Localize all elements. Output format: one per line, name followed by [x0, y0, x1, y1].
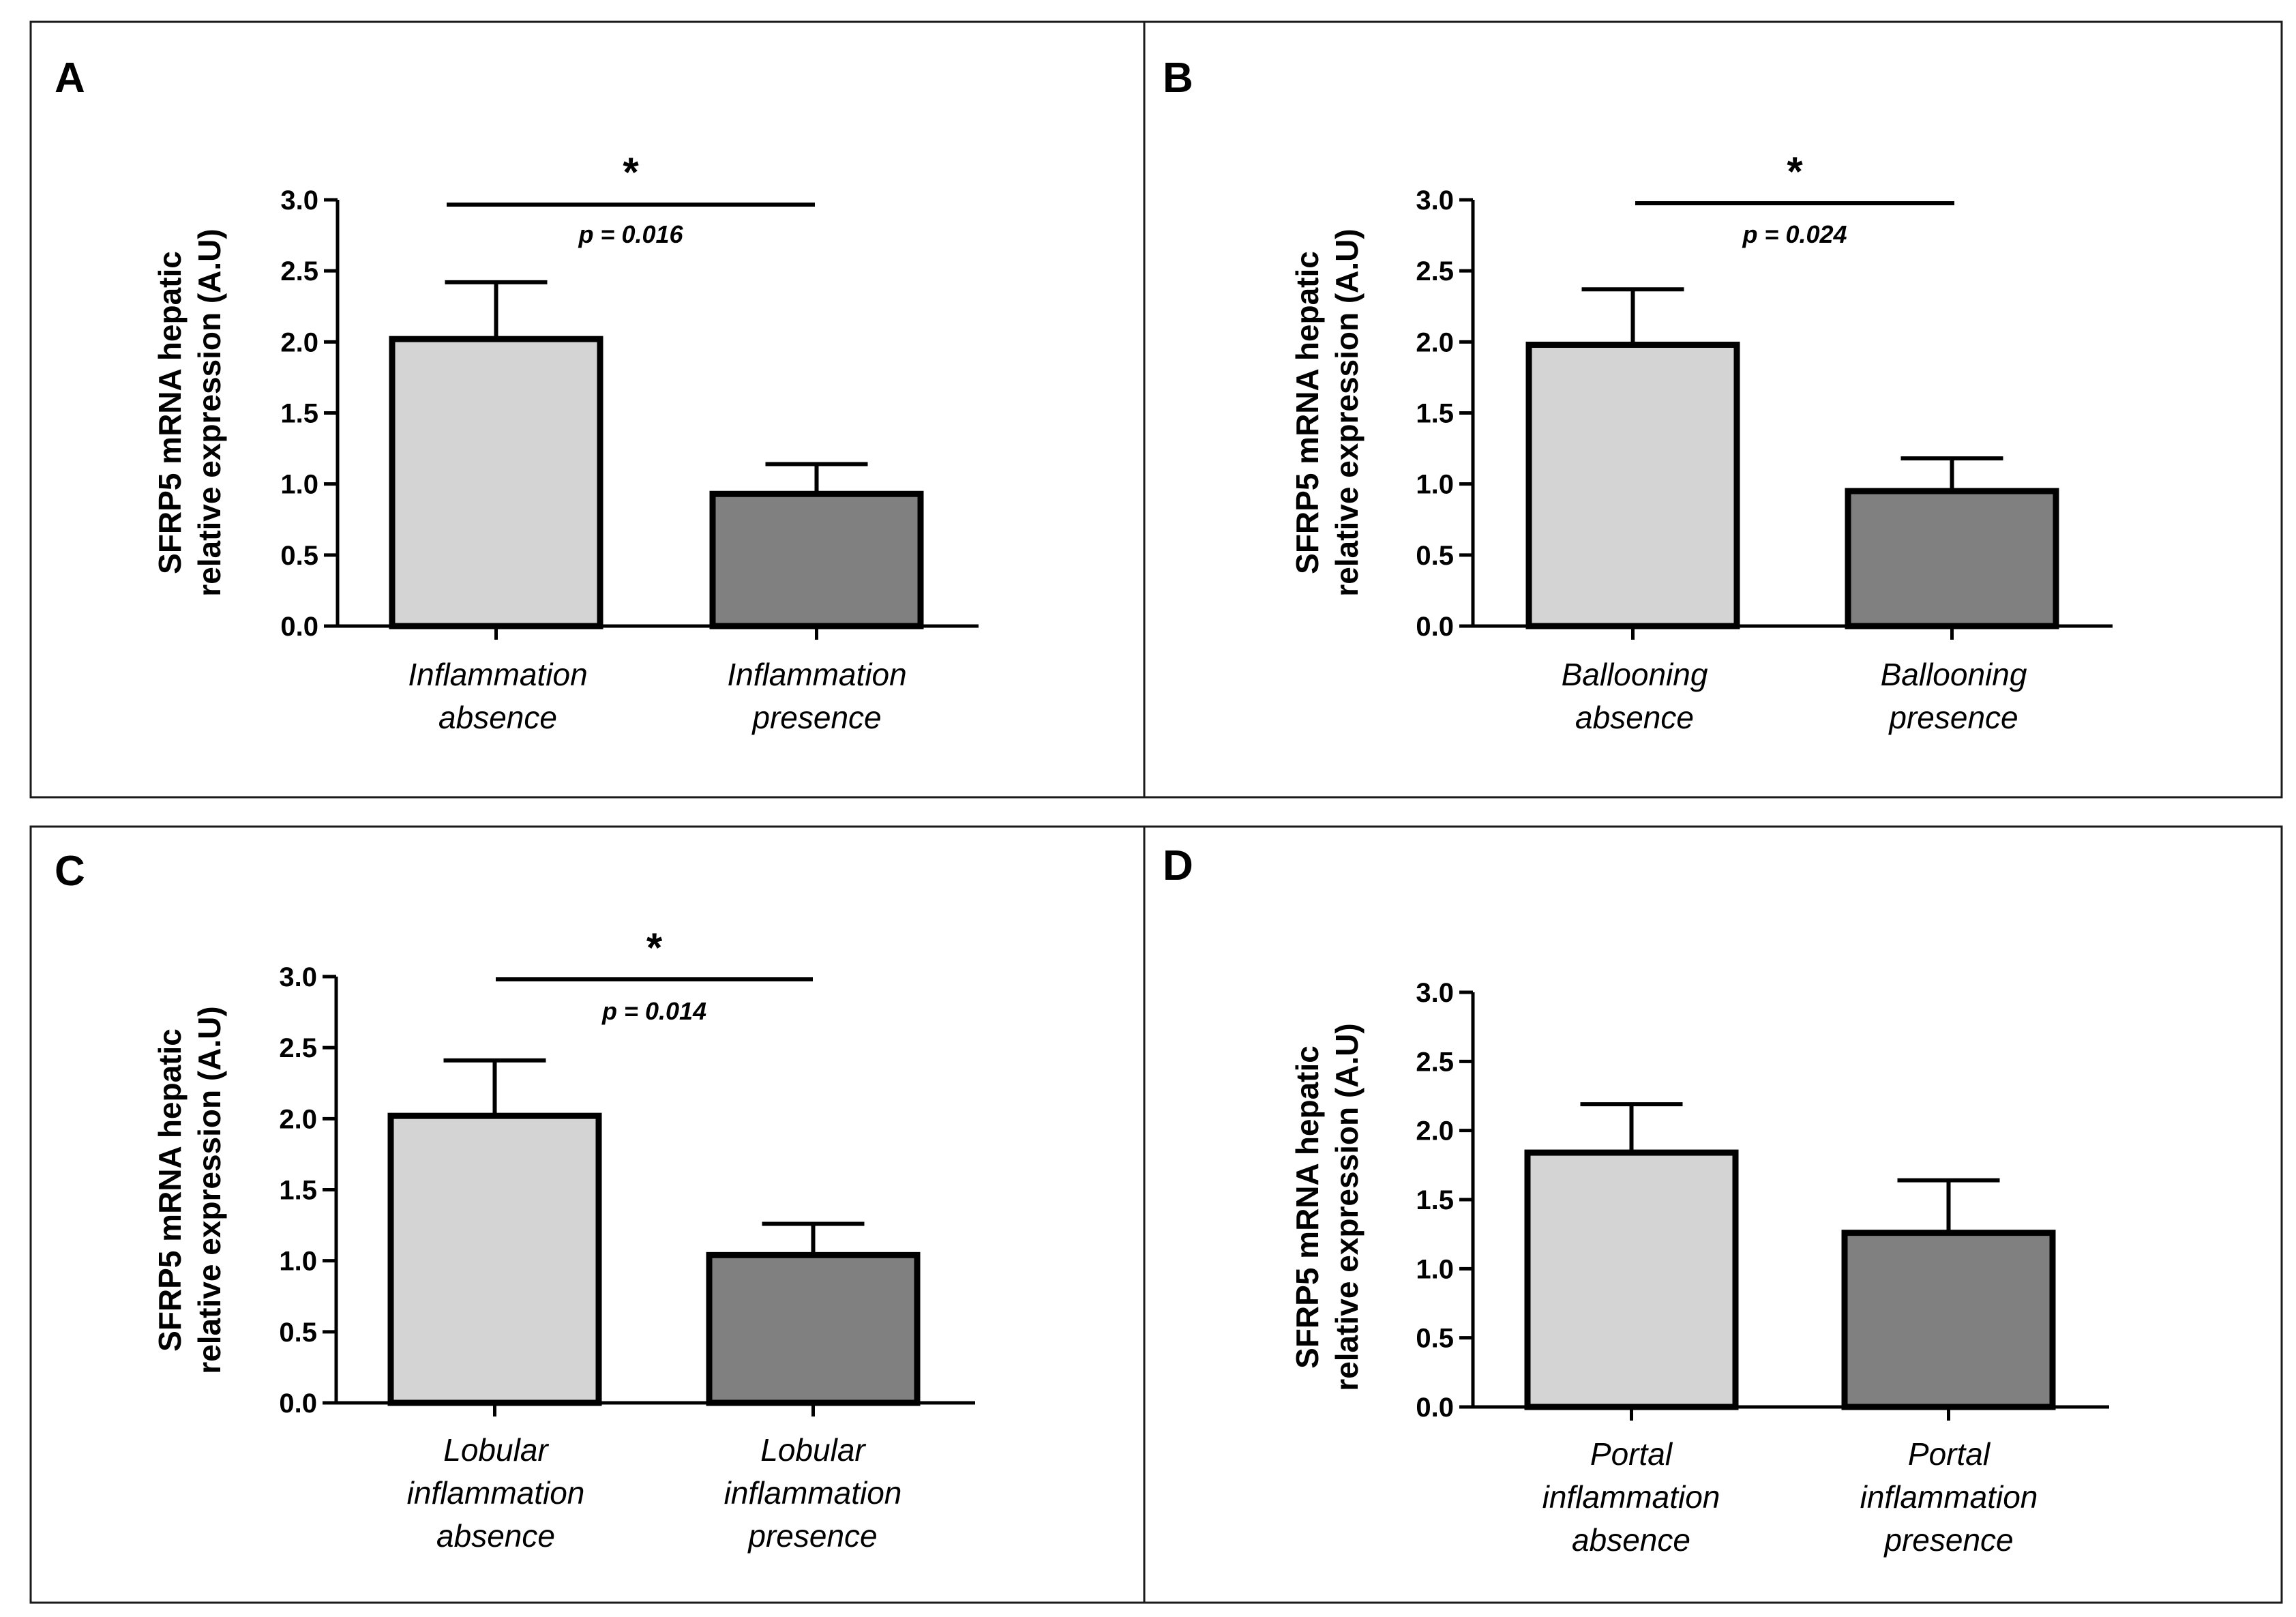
y-tick-label: 2.0: [280, 327, 318, 357]
panel-letter: C: [55, 848, 85, 895]
chart-panel-c: C 0.0 0.5 1.0 1.5 2.0 2.5 3.0 SFRP5 mRNA hepatic…: [55, 848, 975, 1554]
panel-letter: D: [1163, 842, 1193, 889]
chart-panel-d: D 0.0 0.5 1.0 1.5 2.0 2.5 3.0 SFRP5 mRNA hepatic…: [1163, 842, 2109, 1558]
bar-presence: [706, 1251, 921, 1406]
y-tick-label: 0.0: [280, 612, 318, 642]
y-tick-label: 1.0: [280, 470, 318, 500]
bar-presence: [1845, 488, 2059, 629]
category-label-line: presence: [1883, 1522, 2013, 1558]
bar-presence: [709, 490, 924, 629]
y-tick-label: 0.5: [1416, 1324, 1454, 1354]
y-tick-label: 3.0: [1416, 978, 1454, 1008]
chart-panel-b: B 0.0 0.5 1.0 1.5 2.0 2.5 3.0 SFRP5 mRNA hepatic…: [1163, 55, 2113, 735]
category-label-line: Lobular: [443, 1432, 549, 1468]
bar-presence: [1841, 1230, 2056, 1410]
category-label: Inflammation absence: [408, 657, 587, 735]
y-tick-label: 0.0: [279, 1389, 317, 1419]
bar-absence: [1524, 1149, 1739, 1410]
category-label-line: inflammation: [1860, 1479, 2038, 1515]
y-tick-label: 1.5: [279, 1176, 317, 1206]
panel-letter: A: [55, 55, 85, 102]
category-label-line: absence: [438, 700, 557, 735]
category-label-line: Portal: [1590, 1436, 1673, 1472]
category-label-line: Inflammation: [408, 657, 587, 692]
category-label-line: Ballooning: [1562, 657, 1708, 692]
category-label: Portal inflammation absence: [1542, 1436, 1720, 1558]
y-tick-label: 2.5: [1416, 1047, 1454, 1077]
category-label-line: Inflammation: [727, 657, 906, 692]
y-tick-label: 2.0: [1416, 1116, 1454, 1146]
y-axis-label-line: SFRP5 mRNA hepatic: [152, 251, 188, 574]
y-tick-label: 2.5: [280, 256, 318, 286]
category-label-line: presence: [1888, 700, 2018, 735]
y-tick-label: 1.0: [279, 1247, 317, 1277]
category-label-line: Lobular: [760, 1432, 866, 1468]
y-tick-label: 1.5: [1416, 399, 1454, 429]
y-axis-label-line: relative expression (A.U): [1329, 228, 1365, 596]
category-label: Ballooning presence: [1881, 657, 2027, 735]
y-tick-label: 0.0: [1416, 612, 1454, 642]
category-label-line: presence: [751, 700, 881, 735]
p-value: p = 0.014: [601, 997, 706, 1025]
category-label-line: inflammation: [724, 1475, 902, 1511]
y-axis-label-line: relative expression (A.U): [192, 228, 227, 596]
y-axis-label-line: relative expression (A.U): [192, 1006, 227, 1374]
category-label: Portal inflammation presence: [1860, 1436, 2038, 1558]
category-label-line: absence: [436, 1518, 555, 1554]
y-tick-label: 2.5: [279, 1033, 317, 1063]
category-label: Lobular inflammation presence: [724, 1432, 902, 1554]
y-axis-label: SFRP5 mRNA hepatic relative expression (A…: [152, 228, 227, 596]
y-tick-label: 3.0: [280, 186, 318, 216]
y-tick-label: 2.0: [1416, 327, 1454, 357]
y-tick-label: 0.0: [1416, 1393, 1454, 1423]
y-axis-label-line: SFRP5 mRNA hepatic: [1289, 251, 1325, 574]
category-label-line: presence: [747, 1518, 877, 1554]
chart-panel-a: A 0.0 0.5 1.0 1.5 2.0 2.5 3.0 SFRP5 mRNA hepatic…: [55, 55, 979, 735]
y-tick-label: 3.0: [279, 962, 317, 992]
y-tick-label: 1.0: [1416, 1254, 1454, 1284]
category-label-line: absence: [1575, 700, 1694, 735]
y-tick-label: 1.5: [1416, 1185, 1454, 1215]
significance-star: *: [1787, 149, 1803, 194]
category-label-line: inflammation: [407, 1475, 585, 1511]
category-label-line: inflammation: [1542, 1479, 1720, 1515]
p-value: p = 0.024: [1742, 220, 1847, 248]
y-axis-label-line: SFRP5 mRNA hepatic: [152, 1028, 188, 1352]
y-tick-label: 0.5: [279, 1318, 317, 1348]
significance-star: *: [623, 149, 639, 195]
category-label-line: Portal: [1908, 1436, 1991, 1472]
y-axis-label: SFRP5 mRNA hepatic relative expression (A…: [152, 1006, 227, 1374]
bar-absence: [389, 336, 603, 629]
bar-absence: [1525, 342, 1740, 629]
y-tick-label: 2.5: [1416, 256, 1454, 286]
y-axis-label: SFRP5 mRNA hepatic relative expression (A…: [1289, 228, 1365, 596]
category-label-line: Ballooning: [1881, 657, 2027, 692]
category-label: Ballooning absence: [1562, 657, 1708, 735]
y-tick-label: 0.5: [280, 541, 318, 571]
category-label: Inflammation presence: [727, 657, 906, 735]
y-axis-label: SFRP5 mRNA hepatic relative expression (A…: [1289, 1023, 1365, 1391]
y-tick-label: 0.5: [1416, 541, 1454, 571]
category-label: Lobular inflammation absence: [407, 1432, 585, 1554]
p-value: p = 0.016: [578, 220, 683, 248]
significance-star: *: [646, 925, 663, 970]
y-tick-label: 2.0: [279, 1104, 317, 1134]
panel-row-frame: [29, 825, 2283, 1604]
y-axis-label-line: relative expression (A.U): [1329, 1023, 1365, 1391]
bar-absence: [387, 1112, 602, 1406]
panel-letter: B: [1163, 55, 1193, 102]
y-tick-label: 3.0: [1416, 186, 1454, 216]
y-axis-label-line: SFRP5 mRNA hepatic: [1289, 1045, 1325, 1369]
y-tick-label: 1.0: [1416, 470, 1454, 500]
category-label-line: absence: [1572, 1522, 1690, 1558]
y-tick-label: 1.5: [280, 399, 318, 429]
panel-row-frame: [29, 20, 2283, 799]
